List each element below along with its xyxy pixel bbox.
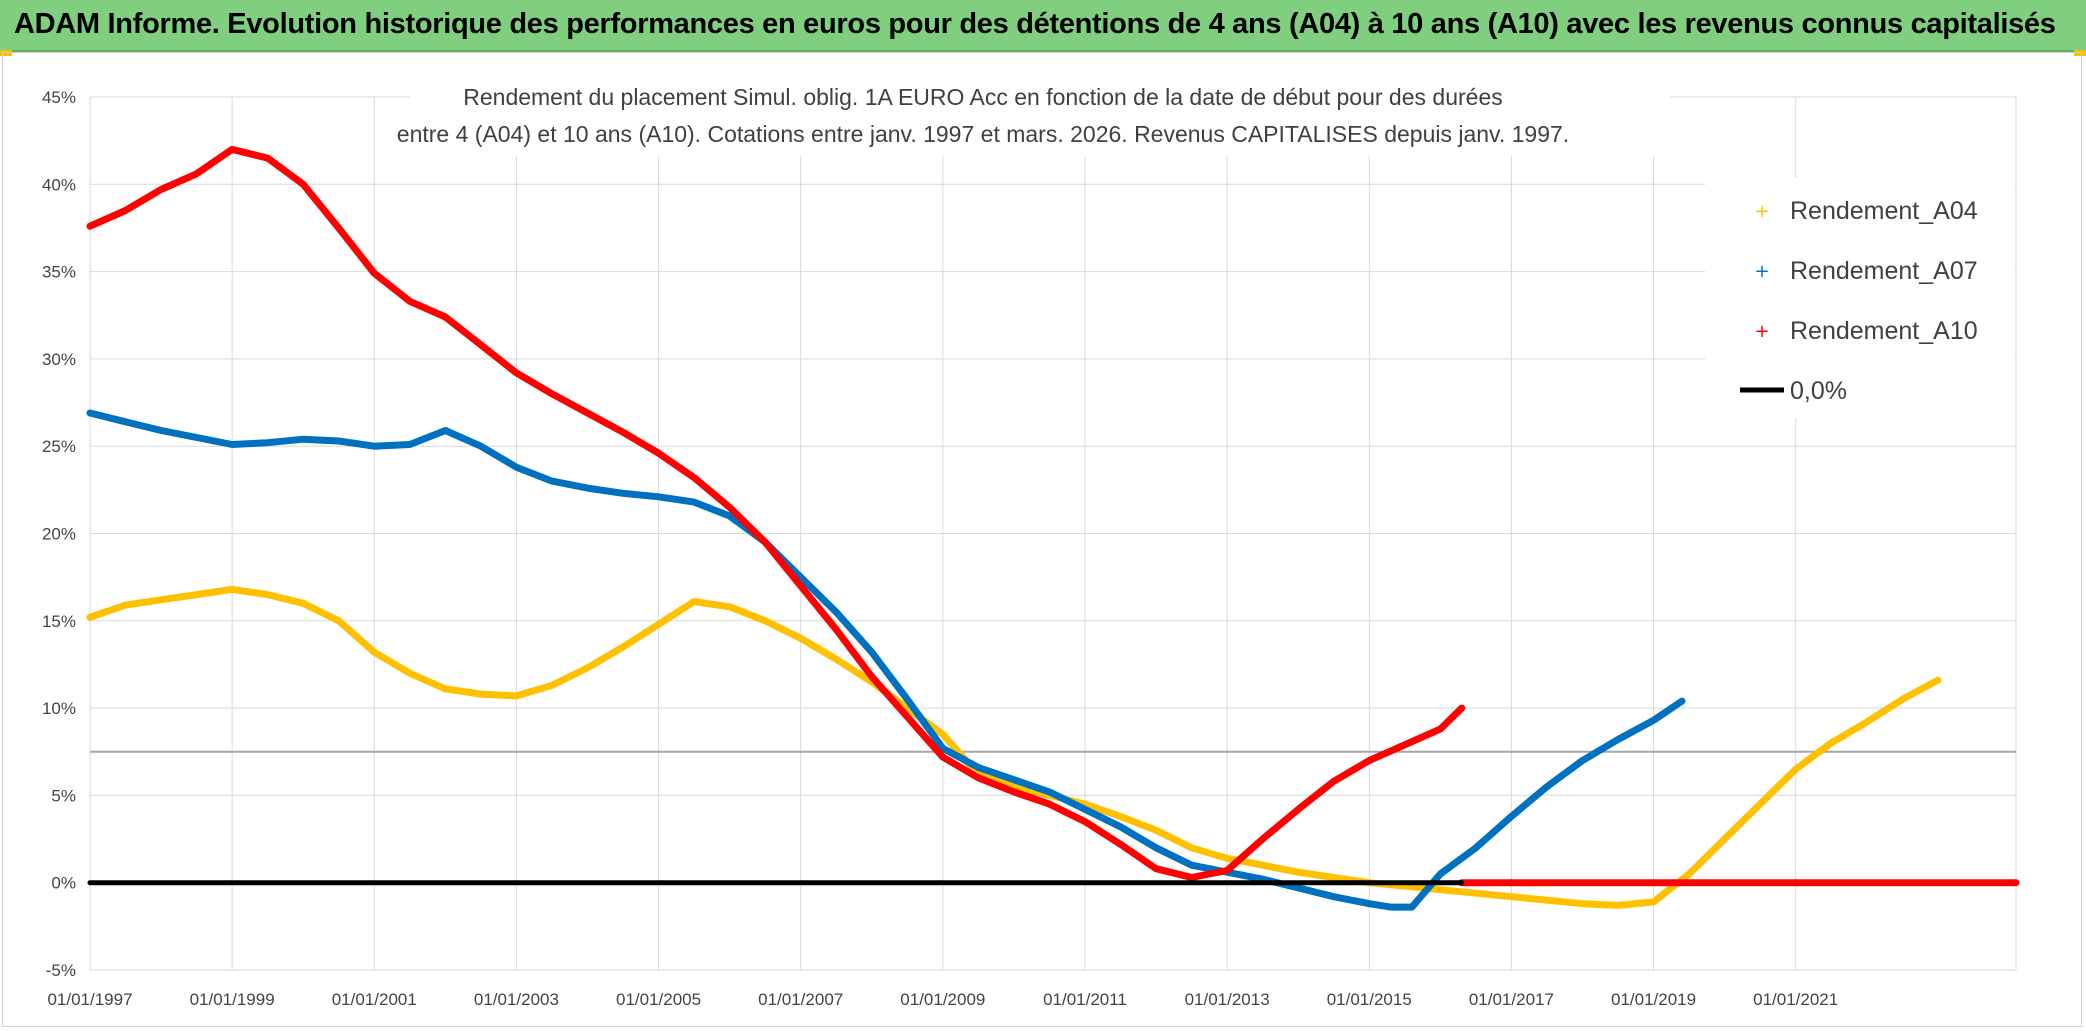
x-tick-label: 01/01/2009 [900, 990, 985, 1009]
series-rendement-a04 [86, 585, 1942, 909]
series-rendement-a10 [86, 145, 1466, 881]
legend-marker: + [1754, 261, 1769, 282]
legend-background [1705, 178, 2015, 418]
x-tick-label: 01/01/2017 [1469, 990, 1554, 1009]
y-tick-label: 35% [42, 263, 76, 282]
chart-title-line: Rendement du placement Simul. oblig. 1A … [463, 84, 1502, 110]
y-tick-label: 40% [42, 175, 76, 194]
x-tick-label: 01/01/2011 [1043, 990, 1127, 1009]
series-group [86, 145, 2020, 911]
y-tick-label: 45% [42, 88, 76, 107]
chart-title-line: entre 4 (A04) et 10 ans (A10). Cotations… [397, 121, 1569, 147]
x-tick-label: 01/01/2015 [1327, 990, 1412, 1009]
y-tick-label: 10% [42, 699, 76, 718]
corner-marker-right [2074, 50, 2086, 56]
legend-marker: + [1754, 321, 1769, 342]
chart-title: Rendement du placement Simul. oblig. 1A … [397, 70, 1670, 156]
y-tick-label: 15% [42, 612, 76, 631]
axes: -5% 0% 5% 10% 15% 20% 25% 30% 35% 40% 45% 01/01/199… [42, 88, 1838, 1009]
x-tick-label: 01/01/2007 [758, 990, 843, 1009]
legend-marker: + [1754, 201, 1769, 222]
legend-label: Rendement_A04 [1790, 197, 1978, 225]
y-tick-label: -5% [46, 961, 76, 980]
chart-title-background [410, 70, 1670, 156]
legend: + Rendement_A04 + Rendement_A07 + Rendement_A… [1705, 178, 2015, 418]
x-tick-label: 01/01/2005 [616, 990, 701, 1009]
chart-frame [2, 52, 2082, 1027]
x-tick-label: 01/01/1997 [47, 990, 132, 1009]
series-rendement-a07 [86, 409, 1686, 911]
legend-label: 0,0% [1790, 377, 1847, 405]
x-tick-label: 01/01/2021 [1753, 990, 1838, 1009]
y-tick-label: 30% [42, 350, 76, 369]
x-tick-label: 01/01/2001 [332, 990, 417, 1009]
corner-marker-left [0, 50, 12, 56]
x-tick-label: 01/01/2003 [474, 990, 559, 1009]
header-banner: ADAM Informe. Evolution historique des p… [0, 0, 2086, 52]
x-tick-label: 01/01/2019 [1611, 990, 1696, 1009]
y-tick-label: 25% [42, 437, 76, 456]
legend-label: Rendement_A10 [1790, 317, 1978, 345]
x-tick-label: 01/01/2013 [1185, 990, 1270, 1009]
y-tick-label: 5% [51, 786, 76, 805]
legend-label: Rendement_A07 [1790, 257, 1978, 285]
y-tick-label: 0% [51, 874, 76, 893]
x-tick-label: 01/01/1999 [190, 990, 275, 1009]
page-title: ADAM Informe. Evolution historique des p… [14, 8, 2056, 40]
y-tick-label: 20% [42, 525, 76, 544]
